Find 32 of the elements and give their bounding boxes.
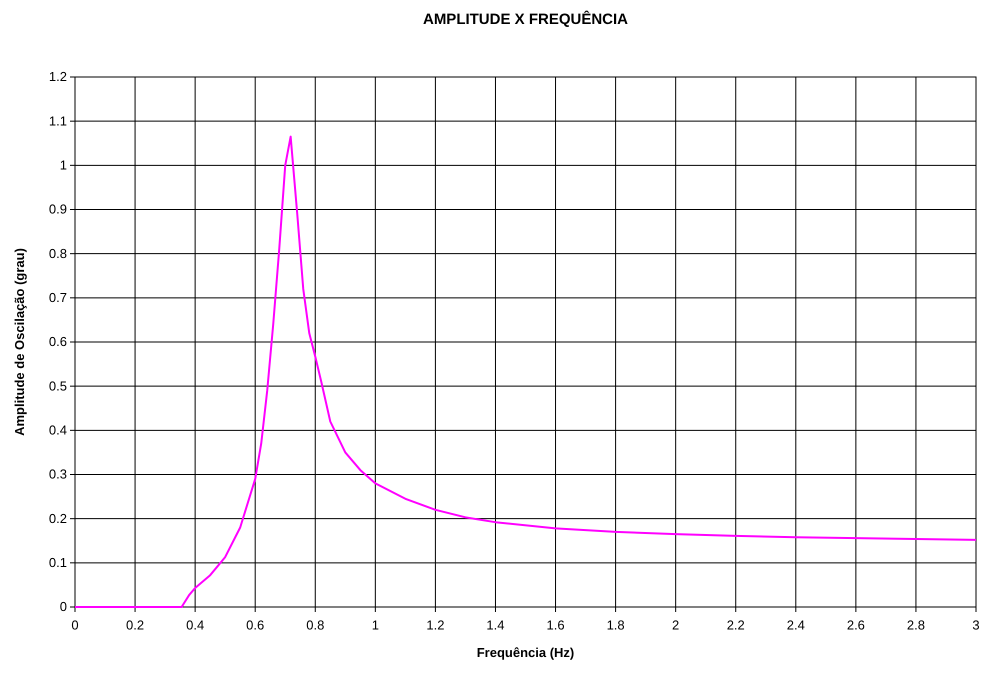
y-tick-label: 1	[60, 157, 67, 172]
y-tick-label: 0.8	[48, 246, 67, 261]
y-tick-label: 1.2	[48, 69, 67, 84]
x-tick-label: 0	[71, 617, 79, 632]
x-tick-label: 2.6	[846, 617, 865, 632]
x-tick-label: 1.2	[426, 617, 444, 632]
y-tick-label: 0.4	[48, 422, 67, 438]
x-tick-label: 0.8	[306, 617, 324, 632]
x-tick-label: 0.4	[186, 617, 204, 632]
x-axis-title: Frequência (Hz)	[476, 645, 574, 660]
x-tick-label: 1	[372, 617, 379, 632]
x-tick-label: 2	[672, 617, 680, 632]
x-tick-label: 2.8	[906, 617, 925, 632]
chart-title: AMPLITUDE X FREQUÊNCIA	[422, 10, 628, 28]
x-tick-label: 0.2	[126, 617, 144, 632]
x-tick-label: 1.4	[486, 617, 505, 632]
y-tick-label: 0.6	[48, 334, 67, 350]
y-tick-label: 0.9	[48, 202, 67, 217]
y-tick-label: 0.5	[48, 378, 67, 394]
y-tick-label: 0	[60, 599, 67, 614]
x-tick-label: 1.6	[546, 617, 565, 632]
x-tick-label: 1.8	[606, 617, 625, 632]
y-tick-label: 0.7	[48, 290, 67, 305]
y-axis-title: Amplitude de Oscilação (grau)	[12, 248, 27, 436]
y-tick-label: 0.2	[48, 510, 67, 526]
y-tick-label: 0.1	[48, 554, 67, 570]
y-tick-label: 0.3	[48, 466, 67, 482]
x-tick-label: 2.2	[726, 617, 745, 632]
x-tick-label: 2.4	[786, 617, 805, 632]
y-tick-label: 1.1	[48, 113, 67, 128]
x-tick-label: 3	[972, 617, 980, 632]
x-tick-label: 0.6	[246, 617, 264, 632]
